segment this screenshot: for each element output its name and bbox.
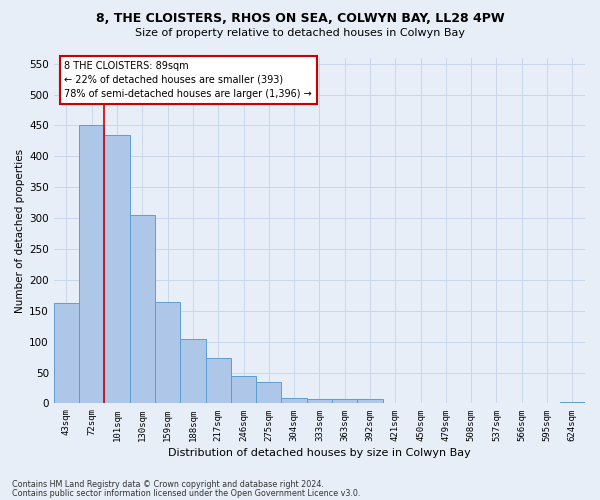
Text: Size of property relative to detached houses in Colwyn Bay: Size of property relative to detached ho… — [135, 28, 465, 38]
Text: 8, THE CLOISTERS, RHOS ON SEA, COLWYN BAY, LL28 4PW: 8, THE CLOISTERS, RHOS ON SEA, COLWYN BA… — [95, 12, 505, 26]
X-axis label: Distribution of detached houses by size in Colwyn Bay: Distribution of detached houses by size … — [168, 448, 471, 458]
Text: 8 THE CLOISTERS: 89sqm
← 22% of detached houses are smaller (393)
78% of semi-de: 8 THE CLOISTERS: 89sqm ← 22% of detached… — [64, 61, 312, 99]
Bar — [180, 338, 206, 404]
Text: Contains public sector information licensed under the Open Government Licence v3: Contains public sector information licen… — [12, 488, 361, 498]
Bar — [256, 382, 281, 404]
Y-axis label: Number of detached properties: Number of detached properties — [15, 148, 25, 312]
Bar — [231, 376, 256, 404]
Bar — [206, 358, 231, 404]
Bar — [358, 399, 383, 404]
Bar — [307, 399, 332, 404]
Bar — [560, 402, 585, 404]
Bar — [281, 398, 307, 404]
Bar — [332, 399, 358, 404]
Bar — [104, 134, 130, 404]
Bar — [54, 302, 79, 404]
Bar — [79, 126, 104, 404]
Bar — [155, 302, 180, 404]
Text: Contains HM Land Registry data © Crown copyright and database right 2024.: Contains HM Land Registry data © Crown c… — [12, 480, 324, 489]
Bar — [130, 215, 155, 404]
